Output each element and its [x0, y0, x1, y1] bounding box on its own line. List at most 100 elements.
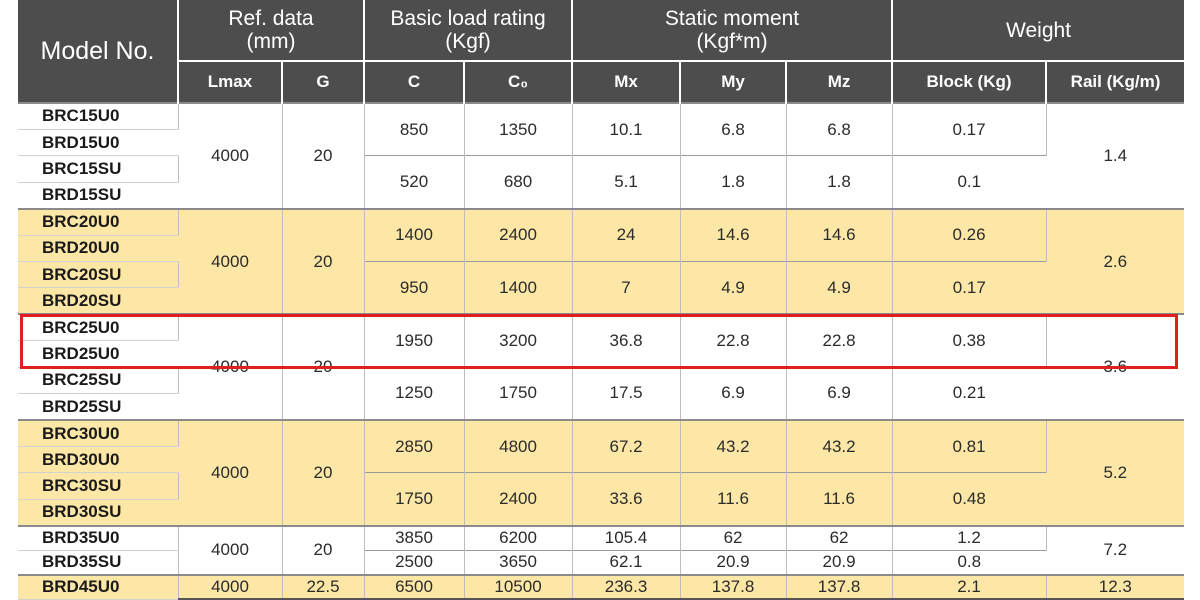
- rail-weight-cell: 7.2: [1046, 524, 1185, 575]
- my-cell: 11.6: [680, 472, 787, 526]
- mz-cell: 4.9: [786, 261, 893, 315]
- block-weight-cell: 0.26: [892, 207, 1047, 262]
- basic-load-header: Basic load rating (Kgf): [364, 0, 574, 61]
- model-cell: BRC20SU: [18, 261, 179, 289]
- block-weight-cell: 0.8: [892, 549, 1047, 575]
- g-cell: 20: [282, 313, 365, 421]
- model-cell: BRD30SU: [18, 499, 178, 527]
- table-row: BRD30SU: [18, 499, 1184, 527]
- mz-cell: 137.8: [786, 573, 893, 600]
- g-cell: 20: [282, 419, 365, 526]
- mz-cell: 6.8: [786, 102, 893, 156]
- table-row: BRC30SU 1750 2400 33.6 11.6 11.6 0.48: [18, 472, 1184, 526]
- table-row: BRD15SU: [18, 182, 1184, 210]
- table-row: BRC20SU 950 1400 7 4.9 4.9 0.17: [18, 261, 1184, 315]
- table-row: BRD35SU 2500 3650 62.1 20.9 20.9 0.8: [18, 549, 1184, 576]
- rail-weight-cell: 5.2: [1046, 419, 1185, 526]
- basic-load-header-line2: (Kgf): [445, 30, 491, 53]
- mz-cell: 14.6: [786, 207, 893, 262]
- model-cell: BRD25U0: [18, 340, 178, 368]
- my-cell: 1.8: [680, 155, 787, 209]
- table-row: BRD30U0: [18, 446, 1184, 474]
- c0-cell: 3200: [464, 313, 573, 368]
- block-weight-cell: 0.17: [892, 102, 1047, 156]
- lmax-cell: 4000: [178, 524, 283, 575]
- block-weight-cell: 0.1: [892, 155, 1047, 209]
- table-row: BRD20U0: [18, 235, 1184, 263]
- ref-data-header: Ref. data (mm): [178, 0, 366, 61]
- model-cell: BRC30U0: [18, 419, 179, 447]
- mz-cell: 6.9: [786, 366, 893, 421]
- block-weight-cell: 2.1: [892, 573, 1047, 600]
- c0-cell: 10500: [464, 573, 573, 600]
- model-cell: BRD15SU: [18, 182, 178, 210]
- mz-cell: 43.2: [786, 419, 893, 473]
- model-cell: BRD30U0: [18, 446, 178, 474]
- spec-table: Model No. Ref. data (mm) Basic load rati…: [18, 0, 1185, 600]
- mz-cell: 62: [786, 524, 893, 551]
- c0-cell: 4800: [464, 419, 573, 473]
- static-moment-header: Static moment (Kgf*m): [572, 0, 894, 61]
- table-row: BRC30U0 4000 20 2850 4800 67.2 43.2 43.2…: [18, 419, 1185, 526]
- c-cell: 520: [364, 155, 465, 209]
- c0-cell: 1400: [464, 261, 573, 315]
- block-weight-cell: 0.81: [892, 419, 1047, 473]
- table-row: BRD20SU: [18, 287, 1184, 315]
- rail-weight-cell: 12.3: [1046, 573, 1185, 600]
- table-row: BRC25SU 1250 1750 17.5 6.9 6.9 0.21: [18, 366, 1184, 421]
- rail-weight-header: Rail (Kg/m): [1046, 60, 1185, 103]
- static-moment-header-line2: (Kgf*m): [696, 30, 768, 53]
- c-cell: 1250: [364, 366, 465, 421]
- g-cell: 20: [282, 524, 365, 575]
- my-cell: 43.2: [680, 419, 787, 473]
- model-no-header: Model No.: [18, 0, 179, 103]
- model-cell: BRD35SU: [18, 550, 179, 576]
- model-cell: BRC30SU: [18, 472, 179, 500]
- mx-cell: 17.5: [572, 366, 681, 421]
- c-cell: 1950: [364, 313, 465, 368]
- table-row: BRC15U0 4000 20 850 1350 10.1 6.8 6.8 0.…: [18, 101, 1185, 209]
- c-cell: 2500: [364, 549, 465, 575]
- lmax-cell: 4000: [178, 419, 283, 526]
- mz-cell: 20.9: [786, 549, 893, 575]
- block-weight-cell: 0.48: [892, 472, 1047, 526]
- mz-cell: 22.8: [786, 313, 893, 368]
- my-header: My: [680, 60, 788, 103]
- c0-header: C₀: [464, 60, 574, 103]
- model-cell: BRC15U0: [18, 101, 179, 130]
- lmax-cell: 4000: [178, 207, 283, 315]
- c0-cell: 1350: [464, 102, 573, 156]
- my-cell: 6.9: [680, 366, 787, 421]
- c-cell: 1750: [364, 472, 465, 526]
- table-row: BRD25SU: [18, 393, 1184, 421]
- model-cell: BRC25SU: [18, 367, 179, 395]
- model-cell: BRD25SU: [18, 393, 178, 421]
- my-cell: 20.9: [680, 549, 787, 575]
- mx-cell: 105.4: [572, 524, 681, 551]
- block-weight-cell: 0.38: [892, 313, 1047, 368]
- c0-cell: 6200: [464, 524, 573, 551]
- model-cell: BRC25U0: [18, 313, 179, 342]
- c0-cell: 1750: [464, 366, 573, 421]
- g-cell: 20: [282, 102, 365, 209]
- c-cell: 6500: [364, 573, 465, 600]
- mx-cell: 236.3: [572, 573, 681, 600]
- table-row: BRD35U0 4000 20 3850 6200 105.4 62 62 1.…: [18, 524, 1185, 575]
- mx-cell: 62.1: [572, 549, 681, 575]
- mx-cell: 24: [572, 207, 681, 262]
- table-row: BRD45U0 4000 22.5 6500 10500 236.3 137.8…: [18, 573, 1185, 600]
- model-cell: BRC20U0: [18, 207, 179, 236]
- table-row: BRC15SU 520 680 5.1 1.8 1.8 0.1: [18, 155, 1184, 209]
- c0-cell: 3650: [464, 549, 573, 575]
- model-cell: BRD35U0: [18, 524, 179, 551]
- model-cell: BRD45U0: [18, 573, 179, 600]
- mx-header: Mx: [572, 60, 682, 103]
- ref-data-header-line1: Ref. data: [228, 7, 314, 30]
- block-weight-cell: 0.21: [892, 366, 1047, 421]
- weight-header: Weight: [892, 0, 1185, 61]
- mz-header: Mz: [786, 60, 894, 103]
- c-header: C: [364, 60, 466, 103]
- block-weight-cell: 1.2: [892, 524, 1047, 551]
- c-cell: 950: [364, 261, 465, 315]
- c0-cell: 2400: [464, 207, 573, 262]
